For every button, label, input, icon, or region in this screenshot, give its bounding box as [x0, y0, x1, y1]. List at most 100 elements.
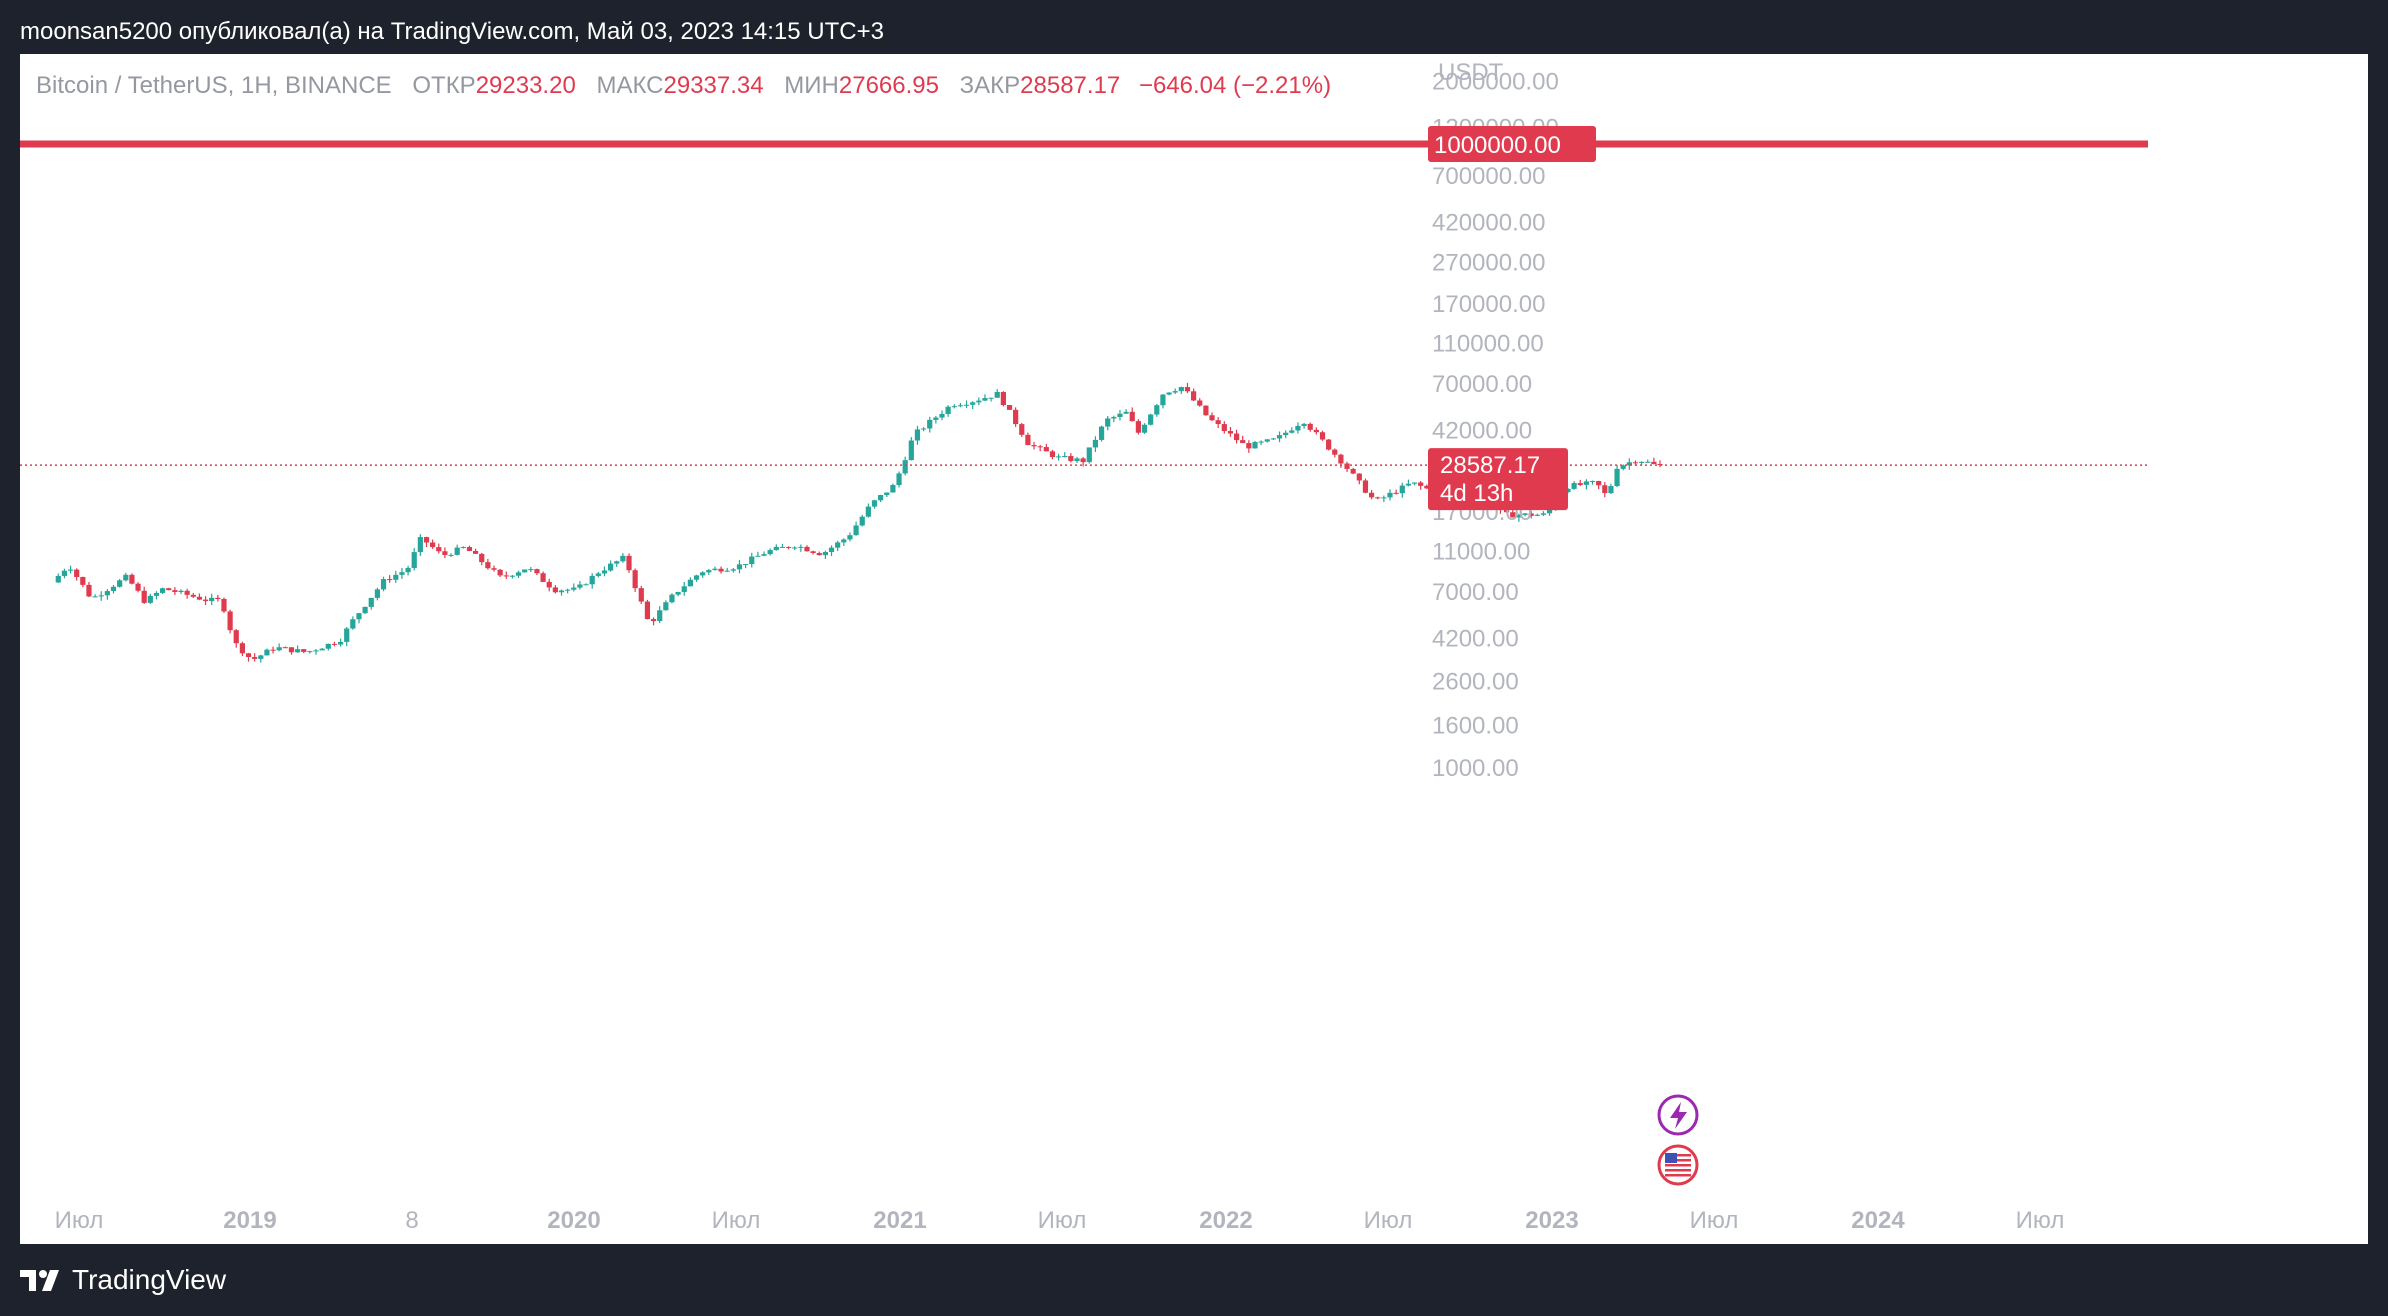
candle-body	[319, 648, 325, 651]
candle-body	[1111, 416, 1117, 419]
candle	[1148, 413, 1154, 426]
candle	[264, 648, 270, 656]
candle	[620, 553, 626, 563]
candle-body	[1203, 405, 1209, 416]
candle	[1221, 421, 1227, 434]
candle	[1620, 464, 1626, 471]
candle	[644, 599, 651, 620]
candle	[970, 401, 976, 410]
candle	[1105, 415, 1111, 431]
candle	[1424, 484, 1430, 490]
candle-body	[1252, 442, 1258, 449]
candle	[1037, 444, 1043, 452]
candle	[1246, 440, 1252, 453]
candle-body	[583, 584, 589, 586]
candle-body	[172, 590, 178, 592]
candle-body	[202, 599, 209, 602]
candle-body	[1276, 435, 1283, 439]
candle	[957, 402, 964, 408]
candle	[1098, 425, 1105, 442]
candle	[681, 581, 687, 596]
candle	[337, 638, 344, 647]
level-price-label: 1000000.00	[1434, 132, 1561, 159]
candle	[215, 594, 221, 602]
candle	[1411, 482, 1418, 486]
candle-body	[399, 572, 405, 575]
candle	[325, 643, 331, 651]
candle	[1589, 480, 1596, 485]
candle	[1583, 479, 1589, 490]
candle-body	[1049, 451, 1056, 458]
candle	[534, 568, 540, 576]
candle	[669, 593, 675, 604]
candle-body	[1080, 458, 1086, 463]
candle-body	[976, 400, 982, 403]
brand-footer[interactable]: TradingView	[20, 1264, 226, 1296]
candle	[565, 588, 571, 594]
candle-body	[663, 602, 669, 611]
candle	[792, 546, 798, 551]
close-label: ЗАКР	[959, 72, 1021, 99]
candle-body	[1534, 514, 1540, 516]
candle-body	[166, 588, 172, 591]
candle-body	[466, 547, 473, 551]
candle-body	[767, 550, 773, 555]
candle-body	[362, 606, 368, 614]
candle	[749, 552, 755, 568]
candle-body	[1092, 439, 1099, 448]
x-axis-label: 2023	[1525, 1207, 1578, 1234]
candle-body	[350, 619, 356, 629]
candle-body	[1056, 456, 1062, 458]
candle-body	[963, 404, 970, 406]
candle-body	[209, 597, 215, 602]
candle	[1540, 511, 1547, 516]
candle-body	[644, 601, 651, 620]
candle-body	[1571, 483, 1577, 489]
candle	[712, 566, 718, 571]
candle	[1399, 482, 1405, 498]
candle	[1203, 405, 1209, 416]
candle-body	[423, 537, 430, 543]
last-price-badge-bg	[1428, 448, 1568, 511]
candle	[773, 544, 779, 551]
price-chart[interactable]: 2000000.001200000.00700000.00420000.0027…	[20, 54, 2368, 1244]
candle	[1381, 495, 1387, 503]
low-label: МИН	[784, 72, 839, 99]
level-price-badge: 1000000.00	[1428, 126, 1596, 162]
candle	[1166, 392, 1172, 396]
candle-body	[896, 473, 902, 486]
y-axis-label: 1600.00	[1432, 713, 1519, 740]
x-axis-label: Июл	[712, 1207, 761, 1234]
candle-body	[98, 595, 104, 597]
candle-body	[736, 564, 743, 570]
candle-body	[1393, 492, 1399, 494]
candle-body	[509, 575, 516, 577]
candle	[202, 596, 209, 606]
candle-body	[454, 547, 460, 555]
candle	[411, 548, 417, 571]
chart-area[interactable]: 2000000.001200000.00700000.00420000.0027…	[20, 54, 2368, 1244]
candle	[1307, 422, 1313, 432]
candle-body	[920, 428, 927, 430]
candle	[945, 405, 951, 417]
candle	[1209, 412, 1215, 422]
candle	[859, 514, 865, 527]
candle-body	[503, 575, 509, 577]
candle	[270, 646, 276, 654]
candle	[1651, 457, 1657, 465]
candle-body	[847, 535, 853, 540]
x-axis-label: Июл	[55, 1207, 104, 1234]
candle-body	[1596, 481, 1602, 486]
candle	[571, 583, 577, 592]
candle-body	[1178, 387, 1184, 392]
candle	[129, 573, 135, 585]
high-value: 29337.34	[663, 72, 764, 99]
candle-body	[1172, 391, 1178, 393]
candle-body	[632, 570, 638, 589]
candle	[1025, 432, 1031, 446]
candle	[1252, 440, 1258, 449]
candle	[479, 553, 485, 566]
candle	[1516, 513, 1522, 522]
candle-body	[681, 586, 687, 592]
symbol-name[interactable]: Bitcoin / TetherUS, 1H, BINANCE	[36, 72, 392, 99]
